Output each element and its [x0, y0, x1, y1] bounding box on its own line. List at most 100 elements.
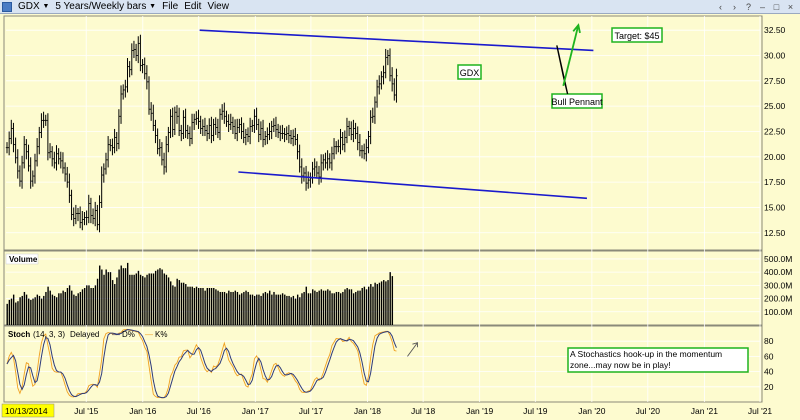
volume-bar — [129, 274, 131, 325]
symbol-icon[interactable] — [2, 1, 12, 12]
volume-bar — [25, 294, 28, 325]
volume-bar — [154, 270, 157, 325]
volume-bar — [355, 291, 357, 325]
x-tick-label: Jul '19 — [523, 406, 548, 416]
volume-bar — [86, 285, 88, 325]
volume-bar — [10, 298, 13, 325]
volume-bar — [385, 281, 387, 325]
volume-bar — [111, 280, 114, 325]
date-highlight — [1, 403, 55, 418]
volume-tick-label: 300.0M — [764, 280, 792, 290]
symbol-annotation: GDX — [460, 68, 480, 78]
volume-bar — [279, 294, 282, 325]
volume-bar — [36, 294, 39, 325]
stoch-annotation-box — [567, 347, 749, 373]
volume-bar — [8, 299, 11, 325]
volume-bar — [318, 290, 320, 325]
price-tick-label: 17.50 — [764, 177, 786, 187]
volume-bar — [288, 295, 290, 325]
toolbar: GDX ▼ 5 Years/Weekly bars ▼ File Edit Vi… — [0, 0, 800, 14]
volume-bar — [241, 293, 243, 325]
symbol-label-box — [457, 64, 482, 80]
volume-bar — [12, 294, 15, 325]
volume-bar — [236, 291, 239, 325]
menu-edit[interactable]: Edit — [184, 1, 202, 12]
volume-bar — [225, 293, 228, 325]
volume-bar — [161, 269, 163, 325]
volume-bar — [45, 291, 47, 325]
volume-bar — [126, 262, 129, 325]
volume-bar — [47, 286, 49, 325]
k-line-legend: K% — [155, 330, 167, 339]
volume-bar — [221, 291, 224, 325]
volume-bar — [363, 286, 366, 325]
menu-view[interactable]: View — [207, 1, 229, 12]
volume-bar — [101, 269, 103, 325]
menu-file[interactable]: File — [162, 1, 179, 12]
volume-bar — [352, 293, 355, 325]
volume-bar — [342, 291, 344, 325]
pennant-box — [551, 93, 603, 109]
x-tick-label: Jul '18 — [411, 406, 436, 416]
volume-bar — [144, 277, 146, 325]
volume-bar — [335, 291, 338, 325]
volume-bar — [228, 290, 230, 325]
price-bars — [5, 34, 398, 233]
volume-tick-label: 500.0M — [764, 254, 792, 264]
stoch-hook-arrow-line — [407, 342, 418, 357]
x-tick-label: Jul '15 — [74, 406, 99, 416]
volume-bar — [40, 298, 43, 325]
d-line — [6, 329, 397, 399]
volume-bar — [28, 298, 30, 325]
volume-bar — [329, 290, 331, 325]
volume-bar — [213, 288, 215, 325]
price-bar — [395, 68, 398, 103]
volume-bar — [133, 274, 135, 325]
volume-bar — [258, 294, 260, 325]
price-tick-label: 27.50 — [764, 76, 786, 86]
forward-icon[interactable]: › — [733, 1, 736, 12]
chevron-down-icon: ▼ — [42, 3, 50, 10]
volume-bar — [71, 290, 73, 325]
volume-bar — [58, 293, 60, 325]
volume-bar — [195, 286, 198, 325]
volume-bar — [340, 293, 342, 325]
volume-panel-frame — [3, 250, 763, 326]
volume-bar — [23, 291, 26, 325]
volume-bar — [200, 288, 202, 325]
volume-bar — [249, 294, 252, 325]
x-tick-label: Jan '18 — [354, 406, 381, 416]
chevron-down-icon: ▼ — [149, 3, 157, 10]
volume-bar — [167, 277, 170, 325]
volume-bar — [172, 285, 174, 325]
volume-bar — [146, 274, 148, 325]
volume-bar — [271, 294, 273, 325]
x-tick-label: Jan '16 — [129, 406, 156, 416]
target-arrow-head — [572, 23, 581, 34]
symbol-selector[interactable]: GDX ▼ — [18, 1, 49, 12]
volume-bar — [182, 282, 185, 325]
close-icon[interactable]: × — [787, 1, 794, 12]
volume-bar — [262, 293, 264, 325]
volume-bar — [34, 297, 36, 325]
k-line-legend-mark: — — [145, 330, 153, 339]
help-icon[interactable]: ? — [745, 1, 751, 12]
volume-bar — [359, 290, 361, 325]
price-tick-label: 15.00 — [764, 202, 786, 212]
volume-bar — [383, 280, 385, 325]
volume-bars — [6, 262, 394, 325]
timeframe-selector[interactable]: 5 Years/Weekly bars ▼ — [55, 1, 156, 12]
stoch-panel-frame — [3, 325, 763, 403]
minimize-icon[interactable]: – — [759, 1, 765, 12]
volume-bar — [94, 285, 97, 325]
volume-bar — [116, 277, 118, 325]
back-icon[interactable]: ‹ — [719, 1, 722, 12]
stoch-delayed: Delayed — [70, 330, 99, 339]
chart-svg: 32.50 30.00 27.50 25.00 22.50 20.00 17.50 15.00… — [0, 14, 800, 420]
volume-bar — [202, 288, 204, 325]
volume-bar — [269, 290, 271, 325]
volume-bar — [178, 280, 181, 325]
maximize-icon[interactable]: □ — [773, 1, 780, 12]
price-tick-label: 25.00 — [764, 101, 786, 111]
volume-bar — [197, 288, 200, 325]
